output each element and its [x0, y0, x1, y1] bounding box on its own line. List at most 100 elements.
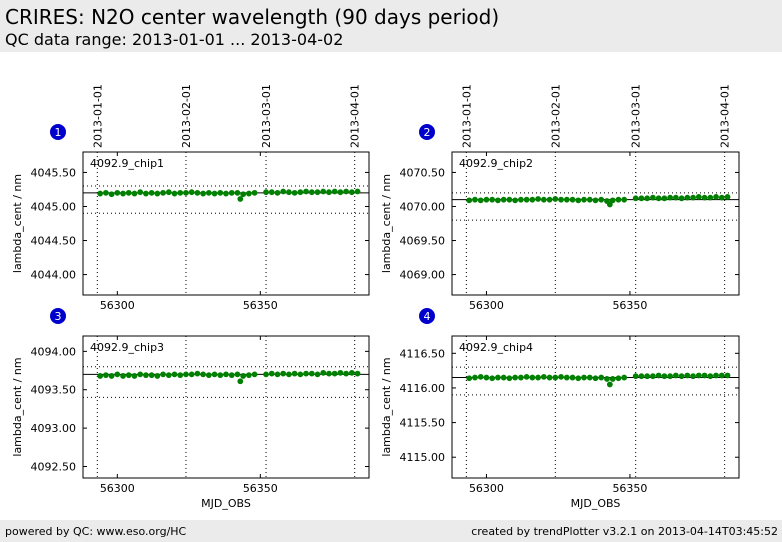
data-point — [354, 188, 361, 195]
data-point — [183, 371, 189, 378]
data-point — [154, 373, 161, 379]
data-point — [661, 195, 668, 202]
data-point — [177, 372, 184, 379]
data-point — [621, 374, 628, 381]
data-point — [517, 196, 524, 203]
panel-number: 2 — [424, 126, 431, 139]
data-point — [326, 189, 332, 196]
plot-area — [82, 335, 370, 479]
data-point — [205, 372, 212, 379]
y-tick-label: 4069.50 — [400, 235, 446, 248]
data-point — [506, 375, 513, 382]
x-axis-label: MJD_OBS — [571, 497, 621, 510]
y-axis-label: lambda_cent / nm — [380, 174, 393, 273]
x-axis-label: MJD_OBS — [201, 497, 251, 510]
data-point — [598, 374, 605, 381]
data-point — [120, 190, 126, 197]
date-tick-label: 2013-01-01 — [91, 84, 104, 148]
data-point — [713, 372, 719, 379]
data-point — [343, 370, 350, 377]
x-tick-label: 56300 — [100, 299, 135, 312]
data-point — [621, 196, 628, 203]
data-point — [563, 374, 570, 381]
data-point — [512, 374, 519, 381]
data-point — [672, 372, 679, 379]
data-point — [165, 372, 172, 379]
data-point — [308, 189, 315, 196]
y-tick-label: 4115.00 — [400, 451, 446, 464]
data-point — [303, 370, 309, 377]
data-point — [632, 373, 639, 380]
data-point — [200, 371, 207, 378]
data-point — [713, 194, 719, 200]
date-tick-label: 2013-02-01 — [180, 84, 193, 148]
data-point — [194, 189, 201, 196]
page-header: CRIRES: N2O center wavelength (90 days p… — [0, 0, 782, 52]
data-point — [348, 369, 355, 376]
data-point — [540, 373, 547, 380]
y-tick-label: 4044.00 — [31, 269, 77, 282]
data-point — [500, 374, 507, 381]
data-point — [171, 190, 178, 197]
data-point — [177, 189, 184, 196]
data-point — [188, 371, 195, 378]
data-point — [592, 375, 599, 382]
data-point — [535, 374, 541, 381]
data-point — [678, 195, 685, 202]
data-point — [131, 373, 138, 379]
data-point — [477, 373, 484, 380]
data-point — [569, 374, 576, 381]
data-point — [606, 201, 613, 208]
x-tick-label: 56350 — [243, 299, 278, 312]
data-point — [308, 370, 315, 377]
data-point — [575, 375, 582, 382]
data-point — [667, 373, 674, 380]
data-point — [143, 372, 149, 379]
data-point — [291, 370, 298, 377]
data-point — [650, 373, 656, 380]
data-point — [684, 372, 691, 379]
data-point — [558, 373, 564, 380]
data-point — [466, 197, 473, 204]
data-point — [724, 194, 731, 200]
data-point — [343, 188, 350, 195]
plot-area — [82, 151, 370, 296]
data-point — [125, 372, 132, 379]
data-point — [598, 196, 605, 203]
date-tick-label: 2013-04-01 — [349, 84, 362, 148]
data-point — [650, 194, 656, 201]
data-point — [154, 190, 161, 197]
y-tick-label: 4116.00 — [400, 382, 446, 395]
data-point — [274, 189, 281, 196]
y-tick-label: 4093.50 — [31, 384, 77, 397]
data-point — [200, 190, 207, 197]
data-point — [137, 189, 144, 196]
data-point — [354, 370, 361, 377]
data-point — [667, 194, 674, 201]
data-point — [245, 190, 252, 197]
chart-panel-4: 4115.00 4115.50 4116.00 4116.50 56300 56350 40… — [380, 308, 740, 510]
data-point — [320, 188, 327, 195]
data-point — [240, 191, 247, 198]
data-point — [337, 189, 344, 196]
data-point — [661, 373, 668, 380]
data-point — [160, 371, 166, 378]
data-point — [148, 372, 155, 379]
data-point — [695, 372, 702, 379]
panel-number-badge — [50, 308, 66, 324]
data-point — [165, 189, 172, 196]
data-point — [644, 195, 651, 202]
data-point — [632, 195, 639, 202]
data-point — [678, 373, 685, 380]
data-point — [477, 197, 484, 204]
data-point — [638, 195, 645, 202]
data-point — [701, 372, 708, 379]
data-point — [495, 197, 501, 204]
data-point — [240, 373, 247, 379]
data-point — [331, 370, 338, 377]
data-point — [331, 188, 338, 195]
data-point — [483, 374, 490, 381]
y-tick-label: 4045.50 — [31, 166, 77, 179]
footer-powered-by[interactable]: powered by QC: www.eso.org/HC — [5, 525, 187, 538]
data-point — [695, 194, 702, 200]
